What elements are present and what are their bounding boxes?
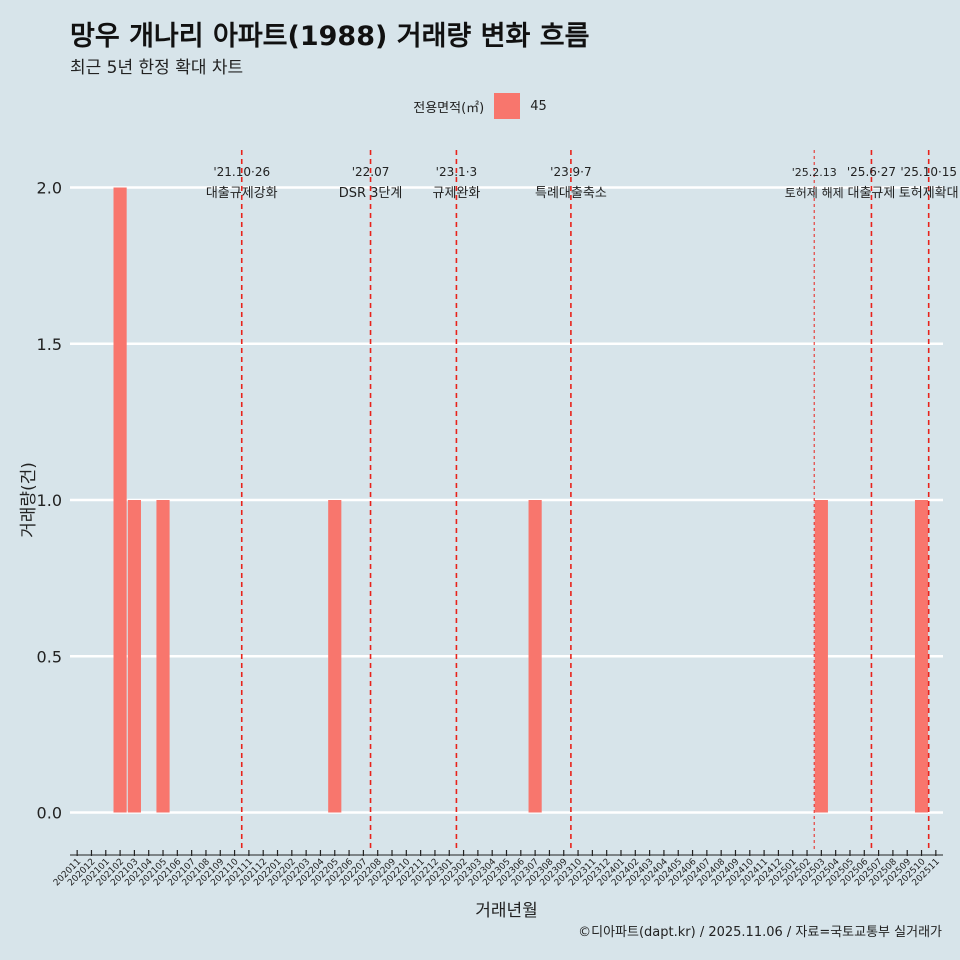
event-label: 특례대출축소 [535,186,607,201]
event-date: '23.1·3 [436,165,477,179]
y-tick-label: 1.5 [37,335,62,354]
event-label: 토허제확대 [899,186,959,201]
y-tick-label: 1.0 [37,491,62,510]
source-caption: ©디아파트(dapt.kr) / 2025.11.06 / 자료=국토교통부 실… [578,925,942,940]
legend-label: 45 [530,98,547,114]
event-label: 토허제 해제 [785,186,844,200]
legend: 전용면적(㎡) 45 [0,93,960,119]
event-date: '25.10·15 [900,165,957,179]
event-label: 대출규제강화 [206,186,278,201]
event-label: 규제완화 [432,186,480,201]
chart-subtitle: 최근 5년 한정 확대 차트 [70,58,244,78]
bar-202205 [328,500,342,813]
event-date: '25.6·27 [847,165,896,179]
bar-202503 [814,500,828,813]
y-tick-label: 0.0 [37,804,62,823]
bar-202103 [127,500,141,813]
event-date: '22.07 [352,165,390,179]
bar-202102 [113,187,127,813]
bar-202105 [156,500,170,813]
chart-title: 망우 개나리 아파트(1988) 거래량 변화 흐름 [70,21,590,52]
event-date: '21.10·26 [213,165,270,179]
event-date: '23.9·7 [550,165,591,179]
x-axis-title: 거래년월 [475,901,538,921]
event-label: 대출규제 [848,186,896,201]
event-date: '25.2.13 [792,166,837,179]
legend-swatch [494,93,521,119]
event-label: DSR 3단계 [339,186,403,201]
legend-title: 전용면적(㎡) [413,100,485,116]
y-tick-label: 0.5 [37,647,62,666]
bar-202307 [528,500,542,813]
y-axis-title: 거래량(건) [19,462,39,538]
y-tick-label: 2.0 [37,179,62,198]
bar-202510 [914,500,929,813]
